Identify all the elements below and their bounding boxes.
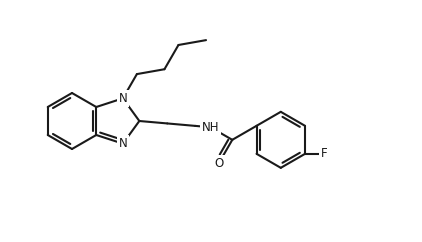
Text: N: N	[119, 92, 127, 105]
Text: F: F	[321, 147, 328, 160]
Text: NH: NH	[202, 121, 219, 134]
Text: N: N	[119, 137, 127, 150]
Text: O: O	[214, 157, 223, 169]
